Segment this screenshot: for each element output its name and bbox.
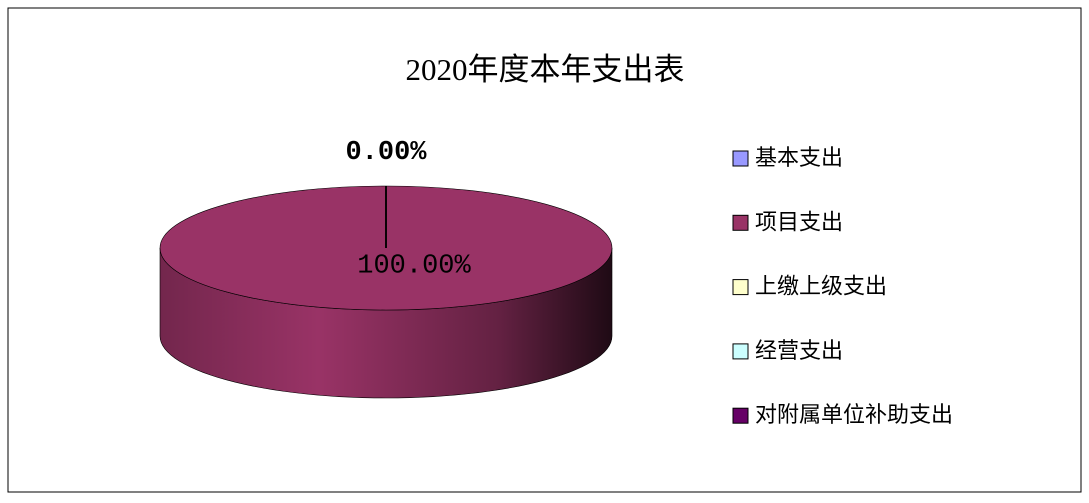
data-label: 100.00% xyxy=(357,251,471,281)
pie-side-shade xyxy=(160,248,612,398)
data-label: 0.00% xyxy=(345,138,427,168)
chart-title: 2020年度本年支出表 xyxy=(406,52,685,87)
legend-swatch xyxy=(732,214,749,231)
legend-swatch xyxy=(732,279,749,296)
legend-label: 上缴上级支出 xyxy=(755,274,887,299)
legend-swatch xyxy=(732,150,749,167)
legend-label: 基本支出 xyxy=(755,145,843,170)
legend-swatch xyxy=(732,407,749,424)
legend-label: 对附属单位补助支出 xyxy=(755,402,953,427)
legend-label: 项目支出 xyxy=(755,209,843,234)
legend-swatch xyxy=(732,343,749,360)
legend-label: 经营支出 xyxy=(755,338,843,363)
